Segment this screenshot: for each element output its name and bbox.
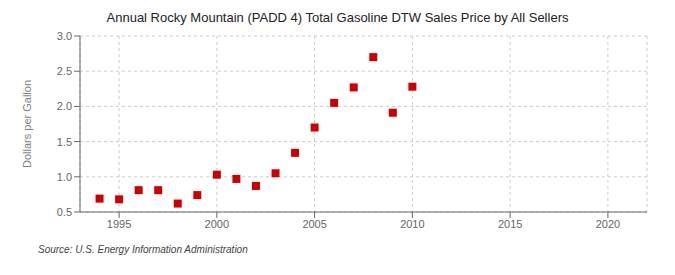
- svg-text:1995: 1995: [107, 218, 131, 230]
- svg-text:2020: 2020: [596, 218, 620, 230]
- svg-text:3.0: 3.0: [57, 30, 72, 42]
- html-text:Annual Rocky Mountain (PADD 4): Annual Rocky Mountain (PADD 4) Total Gas…: [106, 10, 569, 25]
- svg-text:0.5: 0.5: [57, 206, 72, 218]
- svg-text:Dollars per Gallon: Dollars per Gallon: [21, 80, 33, 168]
- svg-text:1.0: 1.0: [57, 171, 72, 183]
- svg-text:2.0: 2.0: [57, 100, 72, 112]
- svg-text:2000: 2000: [205, 218, 229, 230]
- svg-text:1.5: 1.5: [57, 136, 72, 148]
- svg-text:2.5: 2.5: [57, 65, 72, 77]
- html-text:Source: U.S. Energy Informatio: Source: U.S. Energy Information Administ…: [38, 244, 248, 255]
- svg-text:2010: 2010: [400, 218, 424, 230]
- svg-text:2015: 2015: [498, 218, 522, 230]
- svg-text:2005: 2005: [302, 218, 326, 230]
